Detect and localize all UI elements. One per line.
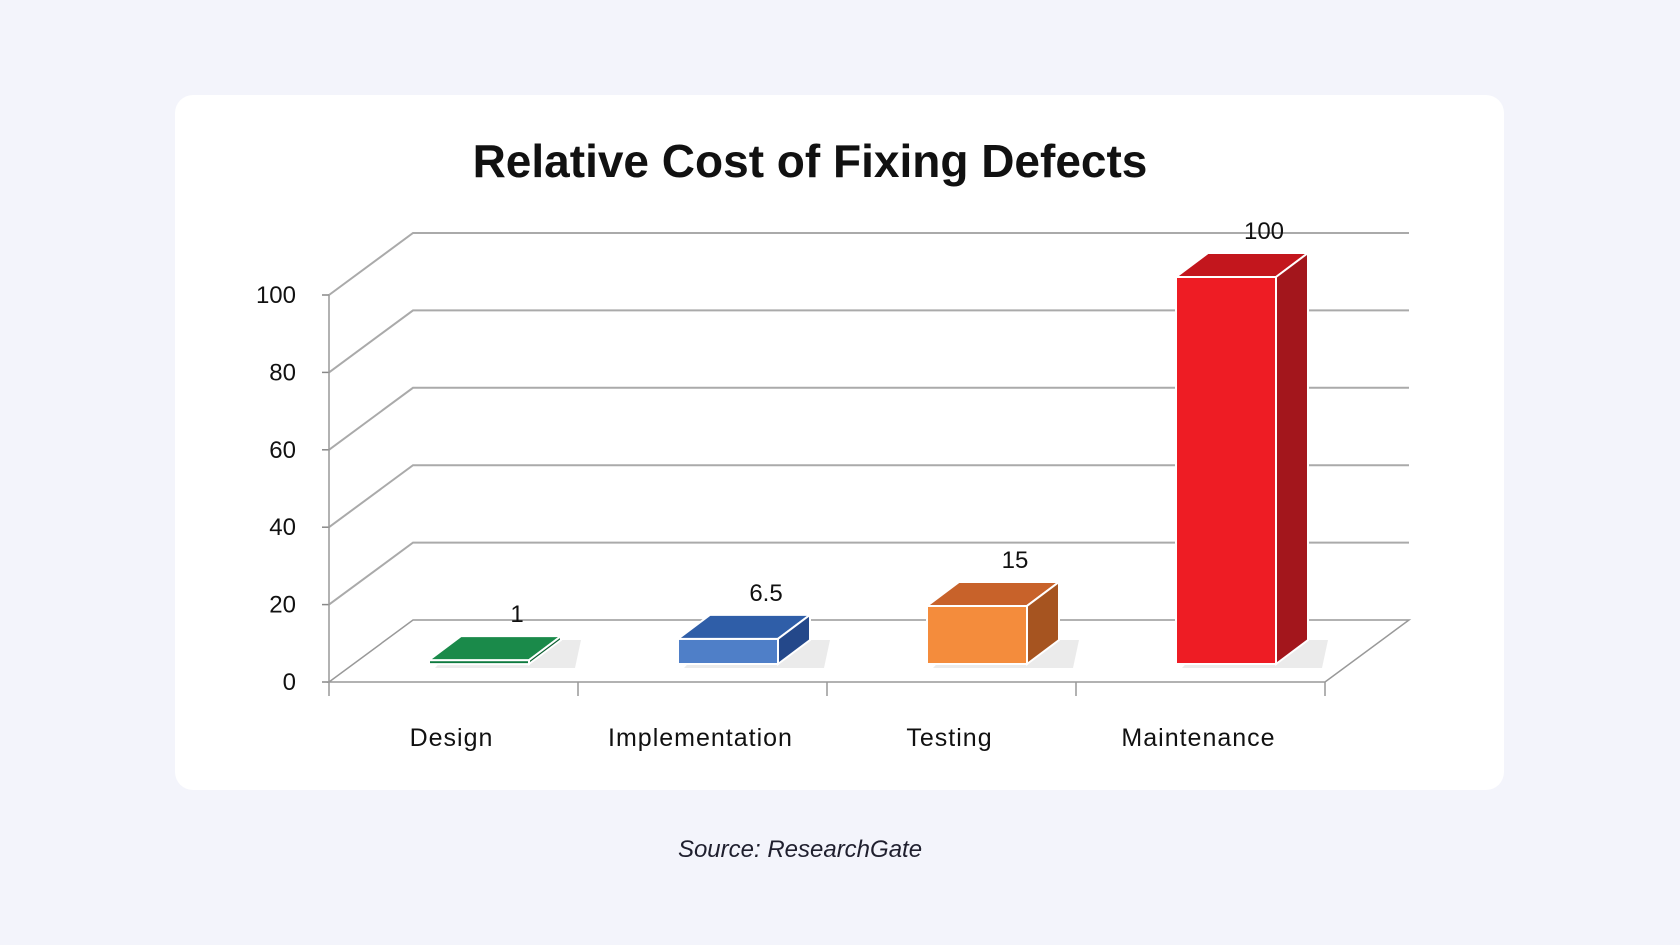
data-label: 100: [1244, 218, 1284, 245]
y-tick-label: 0: [283, 669, 296, 696]
bar-side: [1026, 579, 1060, 666]
bar-front-maintenance: [1175, 276, 1277, 665]
gridline: [328, 541, 1409, 606]
bar-side: [1275, 251, 1309, 666]
x-tick-label: Implementation: [608, 724, 793, 752]
chart-floor: [326, 619, 1412, 683]
y-tick-label: 20: [269, 592, 296, 619]
data-label: 15: [1002, 547, 1029, 574]
gridline: [328, 464, 1409, 529]
data-label: 6.5: [749, 580, 782, 607]
x-tick-label: Testing: [906, 724, 992, 752]
gridline: [328, 232, 1409, 296]
gridline: [328, 386, 1409, 451]
x-tick-label: Maintenance: [1121, 724, 1275, 752]
bar-front-testing: [926, 604, 1028, 666]
source-caption: Source: ResearchGate: [677, 836, 923, 863]
bar-front-implementation: [677, 637, 779, 665]
gridline: [328, 309, 1409, 374]
bar-side: [528, 634, 562, 666]
data-label: 1: [510, 601, 523, 628]
bar-side: [777, 612, 811, 666]
y-tick-label: 80: [269, 359, 296, 386]
x-tick-label: Design: [410, 724, 494, 752]
y-tick-label: 40: [269, 514, 296, 541]
y-tick-label: 100: [256, 282, 296, 309]
chart-title: Relative Cost of Fixing Defects: [473, 135, 1148, 187]
y-tick-label: 60: [269, 437, 296, 464]
